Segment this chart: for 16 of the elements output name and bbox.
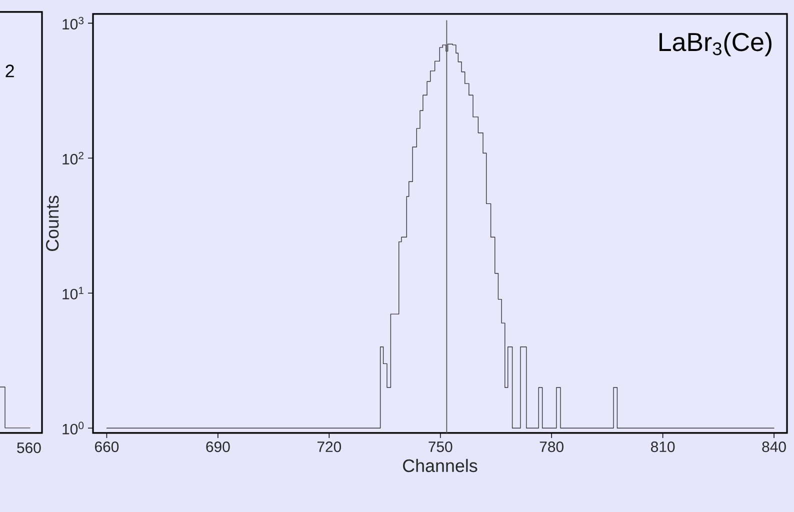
x-tick-label: 690 bbox=[206, 441, 230, 452]
y-tick-label: 10$^{2}$ bbox=[62, 152, 84, 164]
x-tick-label: 660 bbox=[95, 441, 119, 452]
text: 560 bbox=[17, 442, 41, 454]
x-tick-label: 840 bbox=[762, 441, 786, 452]
annotation: LaBr$_{3}$(Ce) bbox=[660, 32, 772, 56]
x-tick-label: 780 bbox=[540, 441, 564, 452]
text: 2 bbox=[6, 64, 14, 78]
x-axis-title: Channels bbox=[403, 458, 478, 472]
x-tick-label: 720 bbox=[317, 441, 342, 452]
x-tick-label: 750 bbox=[428, 441, 452, 452]
x-tick-label: 810 bbox=[651, 441, 675, 452]
y-axis-title: Counts bbox=[46, 196, 59, 251]
y-tick-label: 10$^{1}$ bbox=[62, 286, 84, 300]
y-tick-label: 10$^{3}$ bbox=[62, 16, 84, 30]
y-tick-label: 10$^{0}$ bbox=[62, 422, 84, 434]
